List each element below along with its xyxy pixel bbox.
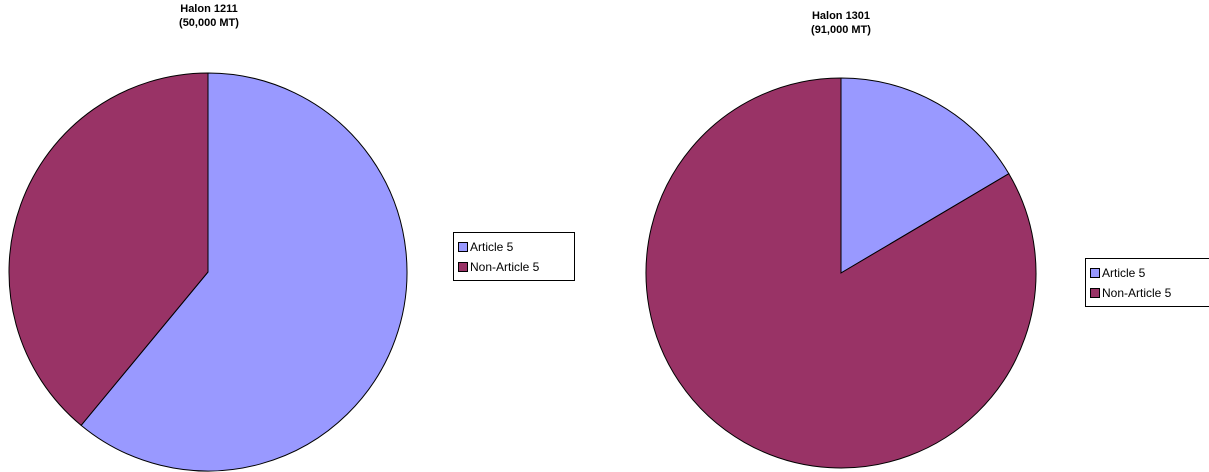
pie-plot <box>645 77 1037 469</box>
legend-label: Non-Article 5 <box>1102 286 1172 300</box>
chart-legend: Article 5 Non-Article 5 <box>453 232 575 281</box>
legend-label: Non-Article 5 <box>470 260 540 274</box>
pie-slice-non-article-5 <box>645 77 1037 469</box>
chart-legend: Article 5 Non-Article 5 <box>1085 258 1209 307</box>
chart-title-line-1: Halon 1211 <box>180 3 238 15</box>
pie-slice-article-5 <box>80 72 408 472</box>
legend-item-article-5: Article 5 <box>458 237 569 257</box>
chart-title-line-2: (50,000 MT) <box>179 17 239 29</box>
legend-label: Article 5 <box>470 240 514 254</box>
legend-swatch <box>1090 288 1100 298</box>
chart-title: Halon 1301 (91,000 MT) <box>791 9 891 37</box>
pie-chart-halon-1301: Halon 1301 (91,000 MT) Article 5 Non-Art… <box>605 0 1209 472</box>
pie-plot <box>8 72 408 472</box>
chart-title: Halon 1211 (50,000 MT) <box>159 2 259 30</box>
pie-slice-non-article-5 <box>8 72 209 427</box>
legend-swatch <box>458 262 468 272</box>
legend-swatch <box>1090 268 1100 278</box>
pie-slice-article-5 <box>840 77 1010 274</box>
chart-title-line-1: Halon 1301 <box>811 10 871 22</box>
legend-swatch <box>458 242 468 252</box>
chart-title-line-2: (91,000 MT) <box>811 24 871 36</box>
pie-chart-halon-1211: Halon 1211 (50,000 MT) Article 5 Non-Art… <box>0 0 600 472</box>
legend-item-article-5: Article 5 <box>1090 263 1207 283</box>
legend-item-non-article-5: Non-Article 5 <box>1090 283 1207 303</box>
legend-label: Article 5 <box>1102 266 1146 280</box>
legend-item-non-article-5: Non-Article 5 <box>458 257 569 277</box>
